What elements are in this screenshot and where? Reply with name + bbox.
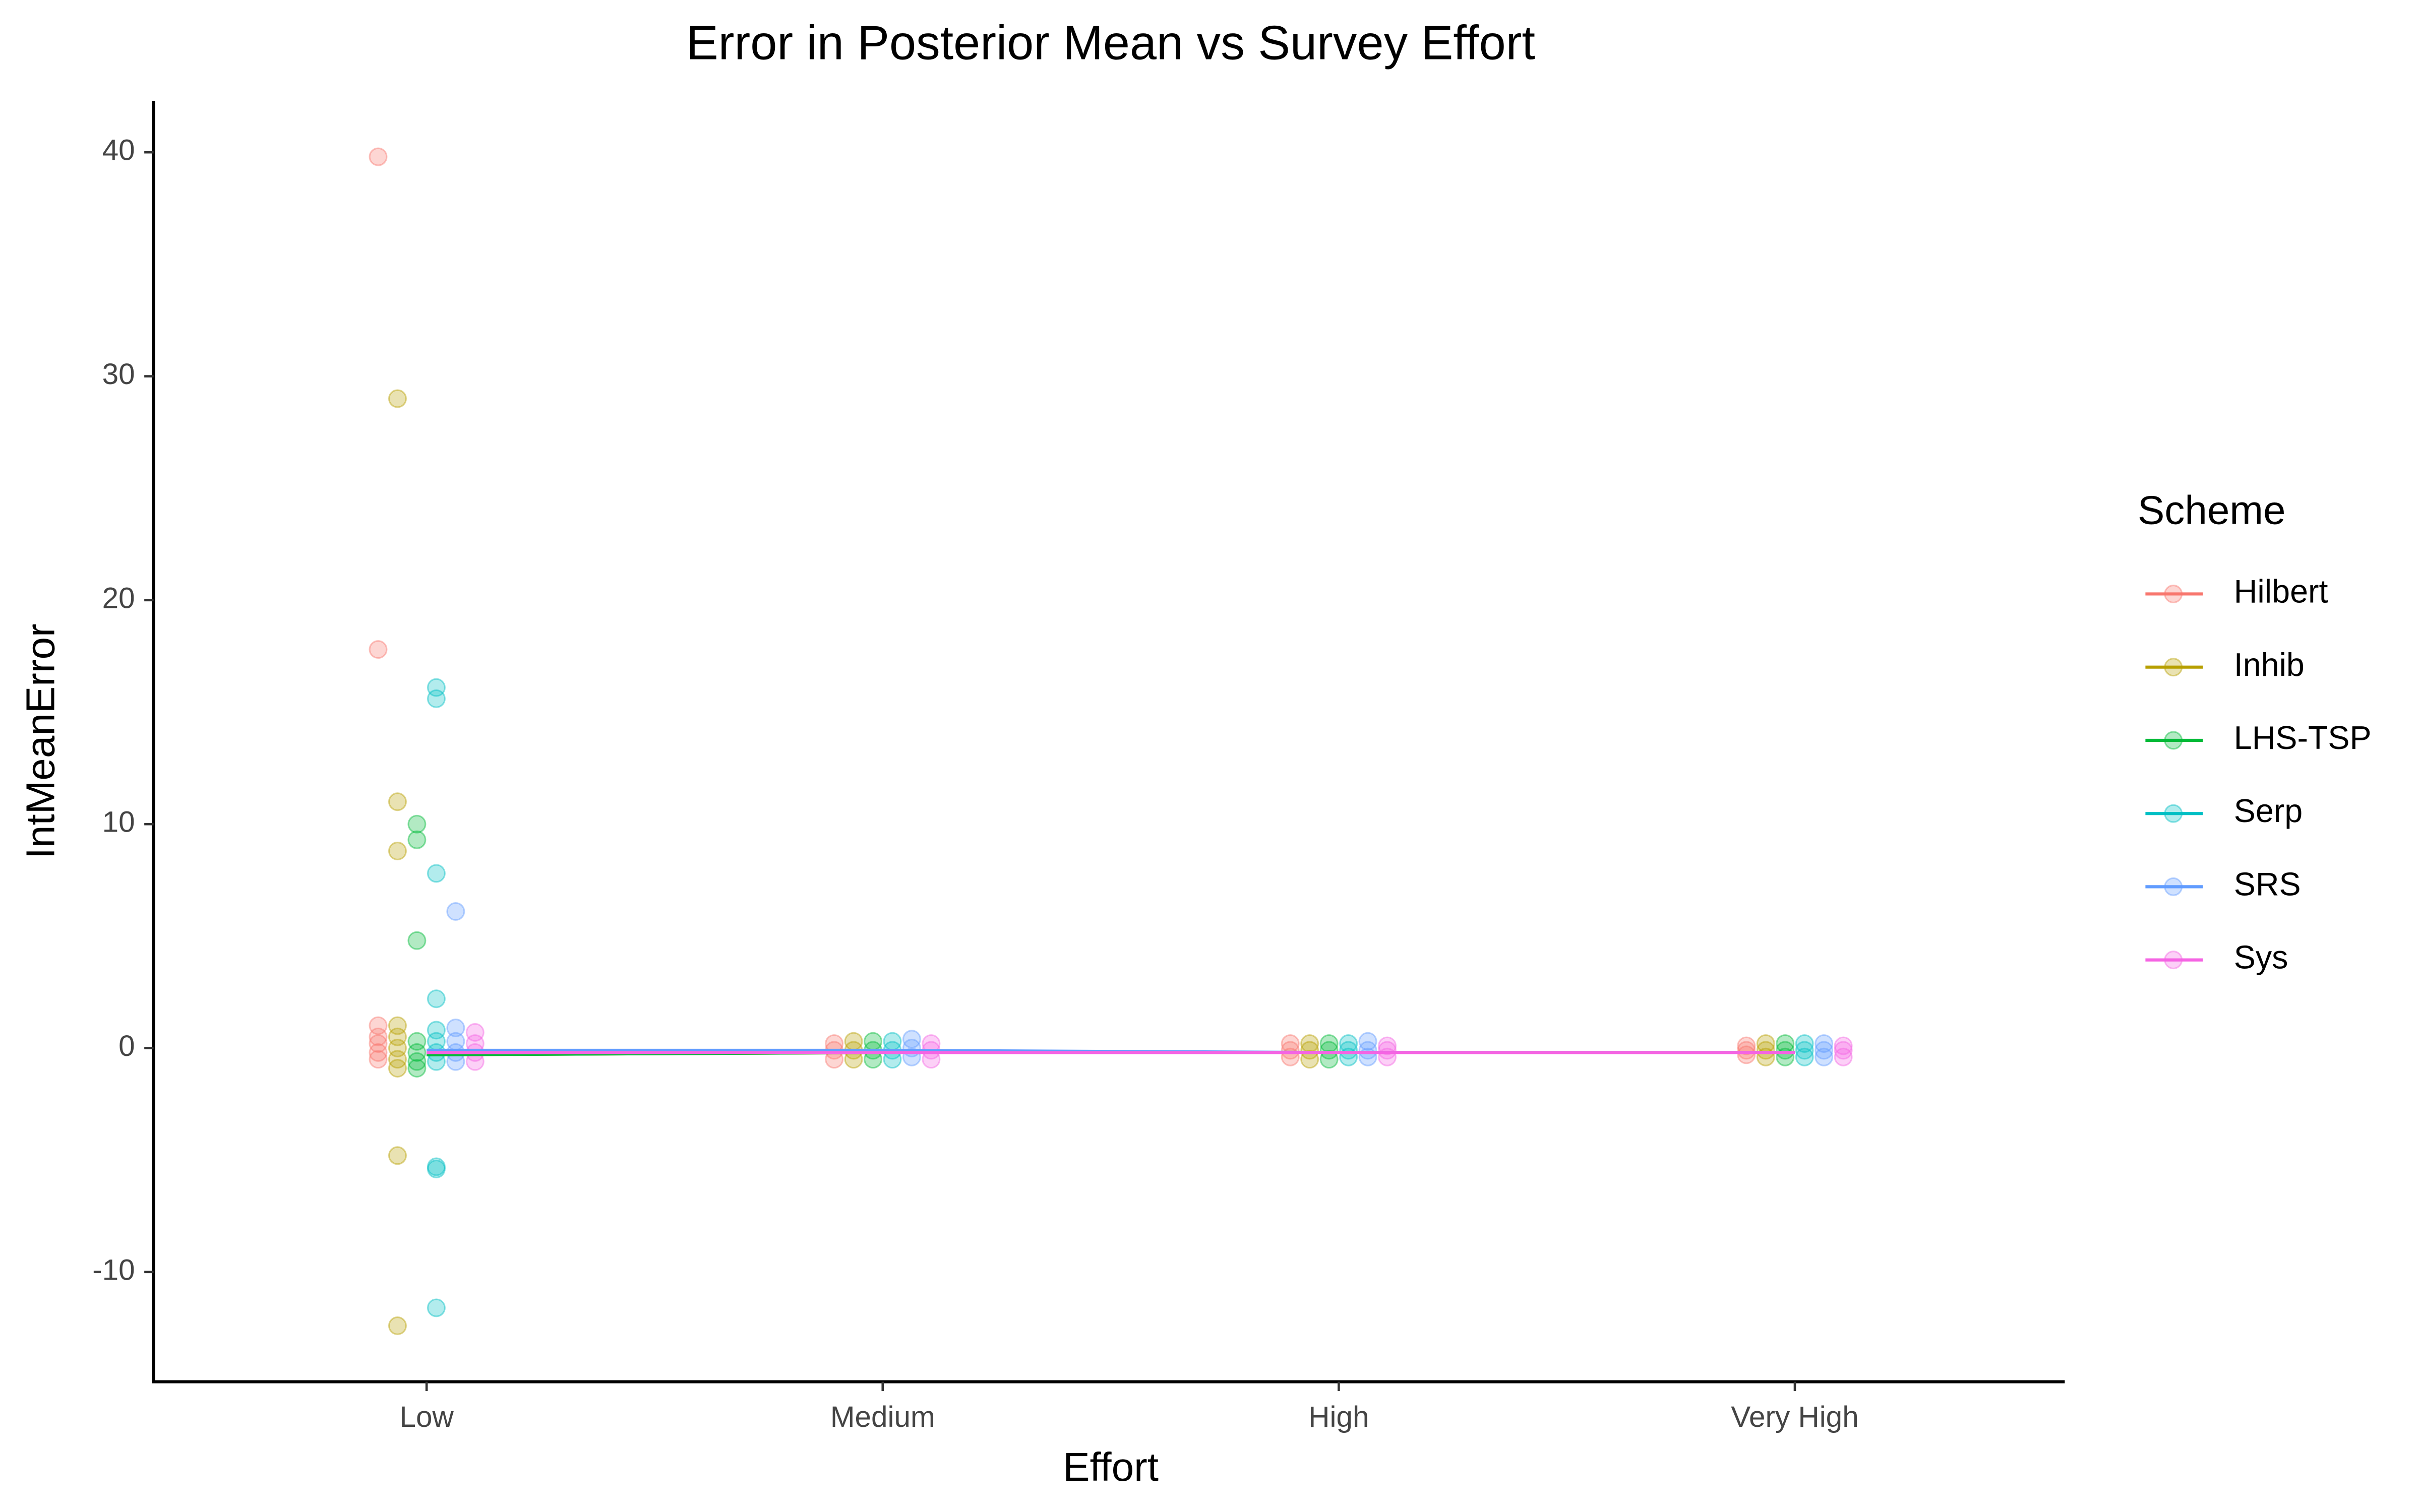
legend-marker bbox=[2164, 585, 2183, 603]
point bbox=[1834, 1041, 1853, 1060]
y-axis-label: IntMeanError bbox=[18, 623, 63, 859]
x-tick-label: Medium bbox=[830, 1401, 935, 1433]
point bbox=[1319, 1050, 1339, 1069]
point bbox=[1300, 1041, 1319, 1060]
chart-title: Error in Posterior Mean vs Survey Effort bbox=[686, 17, 1535, 70]
point bbox=[407, 1043, 427, 1062]
point bbox=[388, 1050, 407, 1069]
point bbox=[388, 1059, 407, 1078]
y-tick-label: 40 bbox=[102, 134, 135, 167]
point bbox=[388, 1146, 407, 1165]
point bbox=[388, 842, 407, 860]
point bbox=[1358, 1041, 1377, 1060]
point bbox=[388, 792, 407, 811]
point bbox=[1378, 1036, 1397, 1055]
point bbox=[1737, 1036, 1756, 1055]
point bbox=[427, 689, 446, 708]
point bbox=[407, 931, 427, 950]
x-tick-label: Low bbox=[400, 1401, 454, 1433]
legend-marker bbox=[2164, 658, 2183, 677]
point bbox=[1281, 1041, 1300, 1060]
legend-title: Scheme bbox=[2138, 488, 2285, 533]
point bbox=[1795, 1047, 1814, 1066]
legend-label: Hilbert bbox=[2234, 574, 2328, 610]
point bbox=[407, 1052, 427, 1071]
legend-label: SRS bbox=[2234, 866, 2301, 902]
point bbox=[1834, 1047, 1853, 1066]
point bbox=[388, 1027, 407, 1046]
legend-marker bbox=[2164, 951, 2183, 970]
point bbox=[388, 1016, 407, 1035]
point bbox=[446, 902, 465, 921]
legend-label: Serp bbox=[2234, 793, 2303, 829]
point bbox=[427, 1298, 446, 1317]
point bbox=[407, 1032, 427, 1051]
point bbox=[407, 1059, 427, 1078]
point bbox=[369, 147, 388, 166]
point bbox=[369, 1043, 388, 1062]
point bbox=[369, 1027, 388, 1046]
point bbox=[427, 989, 446, 1009]
point bbox=[1756, 1041, 1775, 1060]
point bbox=[427, 1021, 446, 1040]
legend-marker bbox=[2164, 731, 2183, 750]
y-tick-label: 0 bbox=[118, 1030, 135, 1062]
point bbox=[1795, 1034, 1814, 1053]
point bbox=[446, 1019, 465, 1037]
point bbox=[427, 678, 446, 697]
point bbox=[1776, 1041, 1795, 1060]
point bbox=[902, 1030, 921, 1049]
y-tick-label: 20 bbox=[102, 582, 135, 614]
point bbox=[1339, 1041, 1358, 1060]
point bbox=[427, 864, 446, 883]
y-tick-label: 30 bbox=[102, 358, 135, 391]
point bbox=[369, 640, 388, 659]
point bbox=[1358, 1032, 1377, 1051]
point bbox=[1737, 1041, 1756, 1060]
legend-label: Sys bbox=[2234, 939, 2288, 976]
point bbox=[369, 1016, 388, 1035]
point bbox=[388, 1316, 407, 1335]
point bbox=[1737, 1045, 1756, 1064]
point bbox=[1814, 1034, 1834, 1053]
point bbox=[427, 1157, 446, 1176]
point bbox=[1814, 1047, 1834, 1066]
legend-label: Inhib bbox=[2234, 647, 2305, 683]
point bbox=[369, 1034, 388, 1053]
point bbox=[1378, 1041, 1397, 1060]
point bbox=[465, 1023, 485, 1042]
point bbox=[427, 1159, 446, 1178]
point bbox=[1300, 1050, 1319, 1069]
x-tick-label: Very High bbox=[1731, 1401, 1858, 1433]
point bbox=[369, 1050, 388, 1069]
point bbox=[388, 389, 407, 408]
y-tick-label: -10 bbox=[92, 1253, 135, 1286]
x-axis-label: Effort bbox=[1063, 1444, 1159, 1489]
point bbox=[407, 830, 427, 849]
point bbox=[1795, 1041, 1814, 1060]
y-tick-label: 10 bbox=[102, 806, 135, 839]
x-tick-label: High bbox=[1308, 1401, 1369, 1433]
legend-label: LHS-TSP bbox=[2234, 720, 2372, 756]
point bbox=[1834, 1036, 1853, 1055]
legend-marker bbox=[2164, 877, 2183, 896]
point bbox=[407, 814, 427, 834]
point bbox=[388, 1039, 407, 1057]
point bbox=[1319, 1041, 1339, 1060]
legend-marker bbox=[2164, 804, 2183, 823]
point bbox=[1814, 1041, 1834, 1060]
